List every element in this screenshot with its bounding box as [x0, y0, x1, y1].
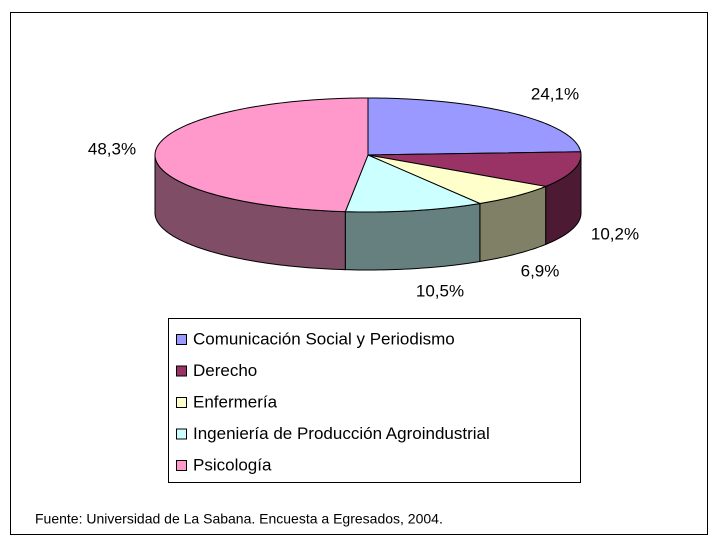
legend-box — [168, 318, 581, 483]
legend-swatch — [176, 428, 187, 440]
data-label: 48,3% — [88, 139, 136, 158]
pie-slice — [367, 154, 548, 205]
legend-swatch — [176, 460, 187, 471]
legend-label: Ingeniería de Producción Agroindustrial — [193, 424, 490, 443]
legend-label: Psicología — [193, 455, 272, 474]
data-label: 6,9% — [521, 261, 560, 280]
pie-slice — [367, 97, 582, 156]
data-label: 10,5% — [416, 281, 464, 300]
pie-side — [344, 202, 481, 271]
pie-slice — [367, 151, 582, 187]
legend-label: Enfermería — [193, 392, 278, 411]
legend: Comunicación Social y Periodismo Derecho E… — [176, 329, 490, 474]
pie-slice — [154, 97, 369, 213]
legend-label: Comunicación Social y Periodismo — [193, 329, 455, 348]
legend-swatch — [176, 397, 187, 408]
data-label: 24,1% — [531, 84, 579, 103]
legend-label: Derecho — [193, 361, 257, 380]
legend-swatch — [176, 365, 187, 377]
source-note: Fuente: Universidad de La Sabana. Encues… — [35, 511, 443, 527]
data-label: 10,2% — [591, 224, 639, 243]
pie-slice — [344, 154, 482, 213]
pie: 24,1% 10,2% 6,9% 10,5% 48,3% — [88, 84, 639, 300]
legend-swatch — [176, 334, 187, 345]
